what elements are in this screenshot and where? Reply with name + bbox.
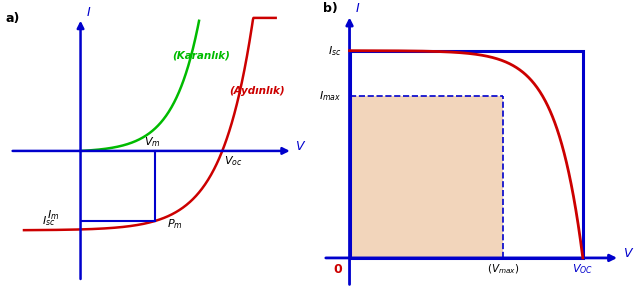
- Bar: [350, 96, 503, 258]
- Text: $V_m$: $V_m$: [144, 135, 161, 149]
- Text: $I_{sc}$: $I_{sc}$: [328, 44, 342, 58]
- Text: $(V_{max})$: $(V_{max})$: [487, 263, 520, 276]
- Text: $P_m$: $P_m$: [167, 218, 183, 231]
- Text: $I_{max}$: $I_{max}$: [319, 89, 342, 103]
- Text: $I_{sc}$: $I_{sc}$: [41, 214, 55, 228]
- Bar: [350, 51, 583, 258]
- Text: b): b): [323, 2, 338, 15]
- Text: $I$: $I$: [355, 2, 360, 15]
- Text: 0: 0: [333, 262, 342, 275]
- Text: $V_{OC}$: $V_{OC}$: [572, 262, 593, 276]
- Text: (Aydınlık): (Aydınlık): [229, 86, 285, 96]
- Text: a): a): [6, 12, 20, 25]
- Text: $V$: $V$: [296, 140, 307, 153]
- Text: (Karanlık): (Karanlık): [172, 50, 230, 60]
- Text: $I_m$: $I_m$: [47, 209, 59, 222]
- Text: $I$: $I$: [86, 6, 92, 19]
- Text: $V_{oc}$: $V_{oc}$: [224, 154, 242, 168]
- Text: $V$: $V$: [623, 247, 634, 260]
